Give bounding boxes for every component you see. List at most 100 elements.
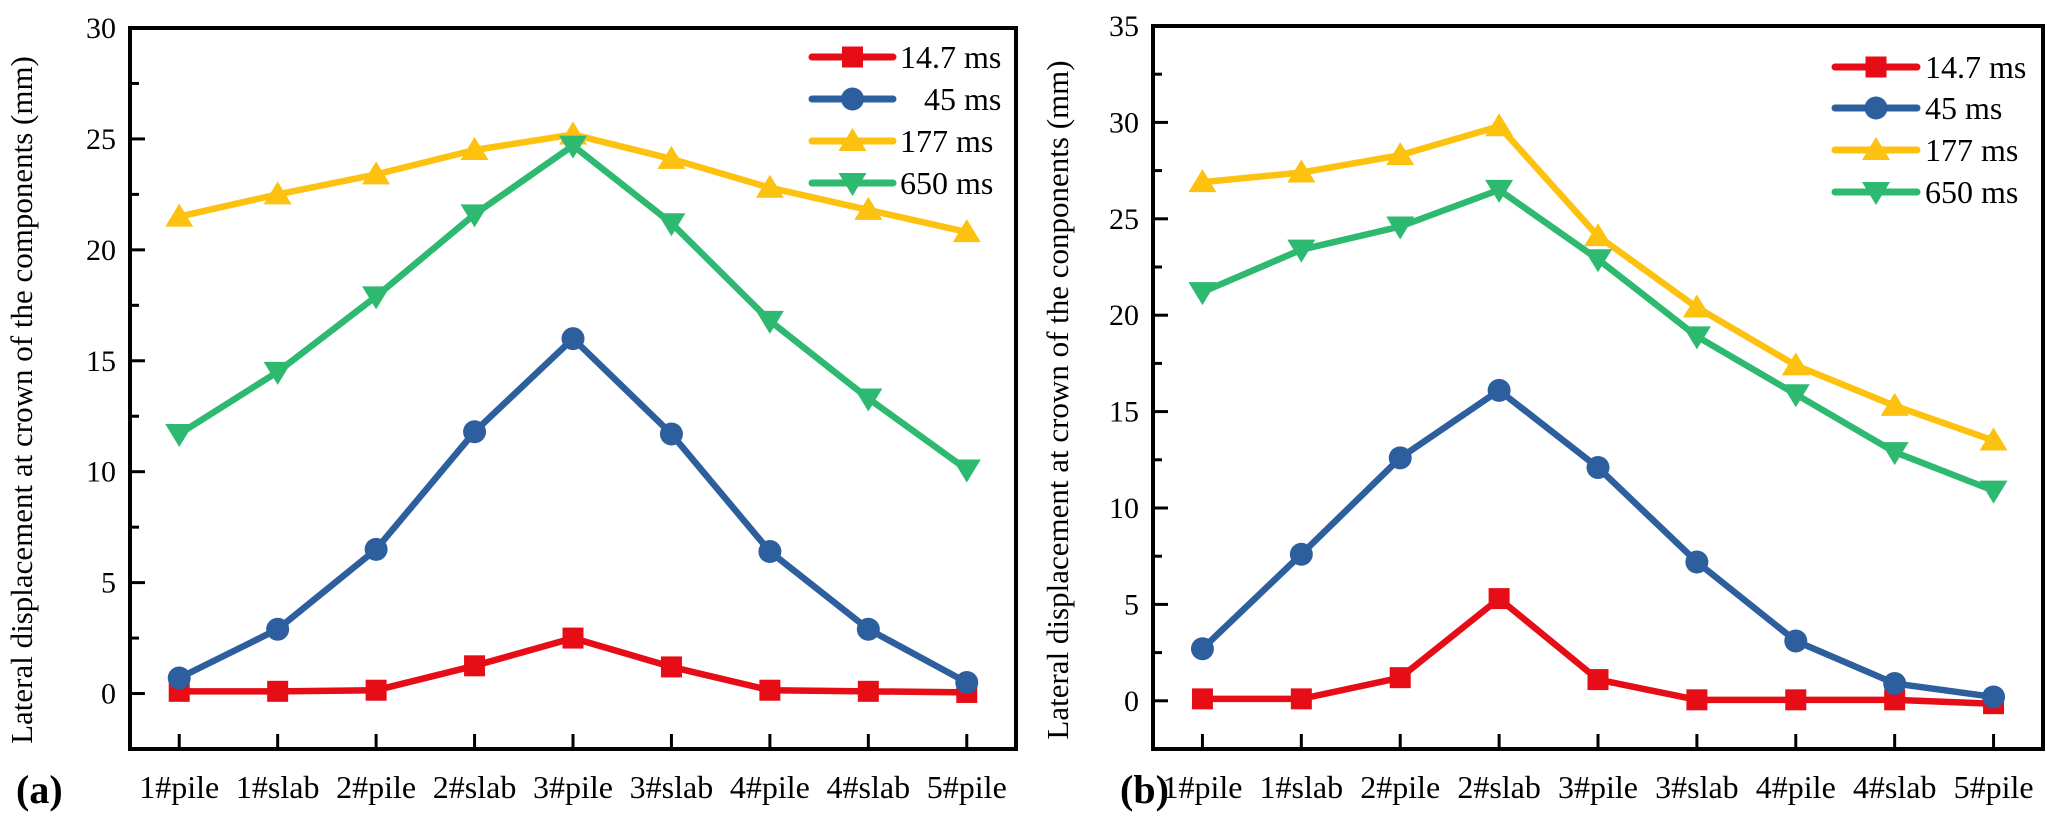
data-point-650-ms (362, 286, 391, 310)
legend-marker-177-ms (838, 128, 867, 151)
x-axis-tick-label: 1#slab (1260, 769, 1344, 805)
data-point-45-ms (463, 420, 487, 444)
data-point-177-ms (1287, 159, 1316, 183)
x-axis-tick-label: 2#pile (1360, 769, 1440, 805)
data-point-14.7-ms (759, 679, 781, 701)
y-axis-tick-label: 20 (86, 234, 116, 267)
x-axis-tick-label: 2#slab (433, 769, 517, 805)
data-point-177-ms (1979, 427, 2008, 451)
legend-marker-650-ms (838, 173, 867, 196)
plot-frame (1151, 24, 2045, 751)
data-point-650-ms (1880, 442, 1909, 466)
y-axis-title-panel-b: Lateral displacement at crown of the con… (1040, 60, 1075, 740)
series-line-177-ms (1199, 123, 1997, 444)
data-point-45-ms (1190, 637, 1214, 661)
data-point-650-ms (1287, 239, 1316, 263)
legend-marker-45-ms (1864, 96, 1888, 120)
data-point-45-ms (1883, 671, 1907, 695)
legend-label-177-ms: 177 ms (900, 123, 993, 159)
x-axis-tick-label: 4#pile (730, 769, 810, 805)
data-point-177-ms (1682, 294, 1711, 318)
y-axis-tick-label: 30 (86, 12, 116, 45)
data-point-650-ms (755, 310, 784, 334)
data-point-14.7-ms (1389, 667, 1411, 689)
y-axis-tick-label: 5 (101, 567, 116, 600)
y-axis-tick-label: 25 (1109, 203, 1139, 236)
data-point-14.7-ms (660, 656, 682, 678)
data-point-650-ms (657, 213, 686, 237)
data-point-45-ms (1289, 542, 1313, 566)
legend-label-177-ms: 177 ms (1925, 132, 2018, 168)
data-point-14.7-ms (464, 655, 486, 677)
data-point-650-ms (854, 388, 883, 412)
data-point-177-ms (1880, 392, 1909, 416)
x-axis-tick-label: 1#slab (236, 769, 320, 805)
data-point-177-ms (1485, 113, 1514, 137)
x-axis-tick-label: 3#slab (630, 769, 714, 805)
data-point-650-ms (559, 135, 587, 159)
data-point-14.7-ms (1191, 688, 1213, 710)
data-point-45-ms (364, 537, 388, 561)
data-point-45-ms (561, 327, 585, 351)
y-axis-tick-label: 25 (86, 123, 116, 156)
data-point-45-ms (1982, 685, 2006, 709)
data-point-177-ms (165, 203, 194, 227)
data-point-14.7-ms (267, 680, 289, 702)
y-axis-tick-label: 0 (101, 678, 116, 711)
data-point-650-ms (1188, 282, 1217, 306)
legend-marker-45-ms (841, 87, 864, 111)
data-point-177-ms (362, 161, 391, 185)
data-point-650-ms (263, 361, 292, 385)
legend-label-45-ms: 45 ms (1925, 90, 2002, 126)
legend-marker-14.7-ms (1865, 56, 1887, 78)
data-point-177-ms (1584, 223, 1612, 247)
data-point-177-ms (854, 196, 883, 220)
data-point-650-ms (1386, 216, 1415, 240)
x-axis-tick-label: 3#slab (1655, 769, 1739, 805)
y-axis-tick-label: 5 (1124, 588, 1139, 621)
data-point-14.7-ms (1884, 689, 1906, 711)
series-line-650-ms (175, 142, 971, 473)
y-axis-tick-label: 20 (1109, 299, 1139, 332)
data-point-45-ms (659, 422, 683, 446)
x-axis-tick-label: 4#slab (1853, 769, 1937, 805)
data-point-177-ms (755, 174, 784, 198)
data-point-14.7-ms (1488, 588, 1510, 610)
data-point-14.7-ms (1290, 688, 1312, 710)
data-point-177-ms (263, 181, 292, 205)
data-point-45-ms (955, 670, 979, 694)
y-axis-tick-label: 30 (1109, 106, 1139, 139)
x-axis-tick-label: 2#pile (336, 769, 416, 805)
data-point-45-ms (1487, 378, 1511, 402)
data-point-650-ms (1682, 326, 1711, 350)
legend-label-650-ms: 650 ms (1925, 174, 2018, 210)
data-point-650-ms (165, 423, 194, 447)
data-point-650-ms (1485, 179, 1514, 203)
y-axis-title-panel-a: Lateral displacement at crown of the com… (4, 56, 39, 744)
data-point-650-ms (952, 459, 981, 483)
data-point-45-ms (1685, 550, 1709, 574)
data-point-650-ms (460, 204, 489, 228)
data-point-45-ms (1586, 456, 1610, 480)
y-axis-tick-label: 10 (86, 456, 116, 489)
data-point-14.7-ms (562, 627, 584, 649)
legend-label-45-ms: 45 ms (900, 81, 1001, 117)
chart-panel-b: 0 5 10 15 20 25 30 35 1#pile 1#slab 2#pile 2#slab 3#… (1109, 10, 2045, 805)
x-axis-tick-label: 5#pile (927, 769, 1007, 805)
data-point-14.7-ms (857, 680, 879, 702)
data-point-177-ms (952, 219, 981, 243)
x-axis-tick-label: 3#pile (1558, 769, 1638, 805)
data-point-45-ms (1784, 629, 1808, 653)
data-point-45-ms (856, 617, 880, 641)
chart-panel-a: 0 5 10 15 20 25 30 1#pile 1#slab 2#pile 2#slab 3#pi… (86, 12, 1018, 805)
x-axis-tick-label: 2#slab (1457, 769, 1541, 805)
legend-label-650-ms: 650 ms (900, 165, 993, 201)
y-axis-tick-label: 15 (1109, 396, 1139, 429)
x-axis-tick-label: 1#pile (1162, 769, 1242, 805)
data-point-650-ms (1781, 384, 1810, 408)
data-point-177-ms (1188, 169, 1217, 193)
data-point-45-ms (167, 666, 191, 690)
legend-marker-650-ms (1862, 182, 1890, 205)
